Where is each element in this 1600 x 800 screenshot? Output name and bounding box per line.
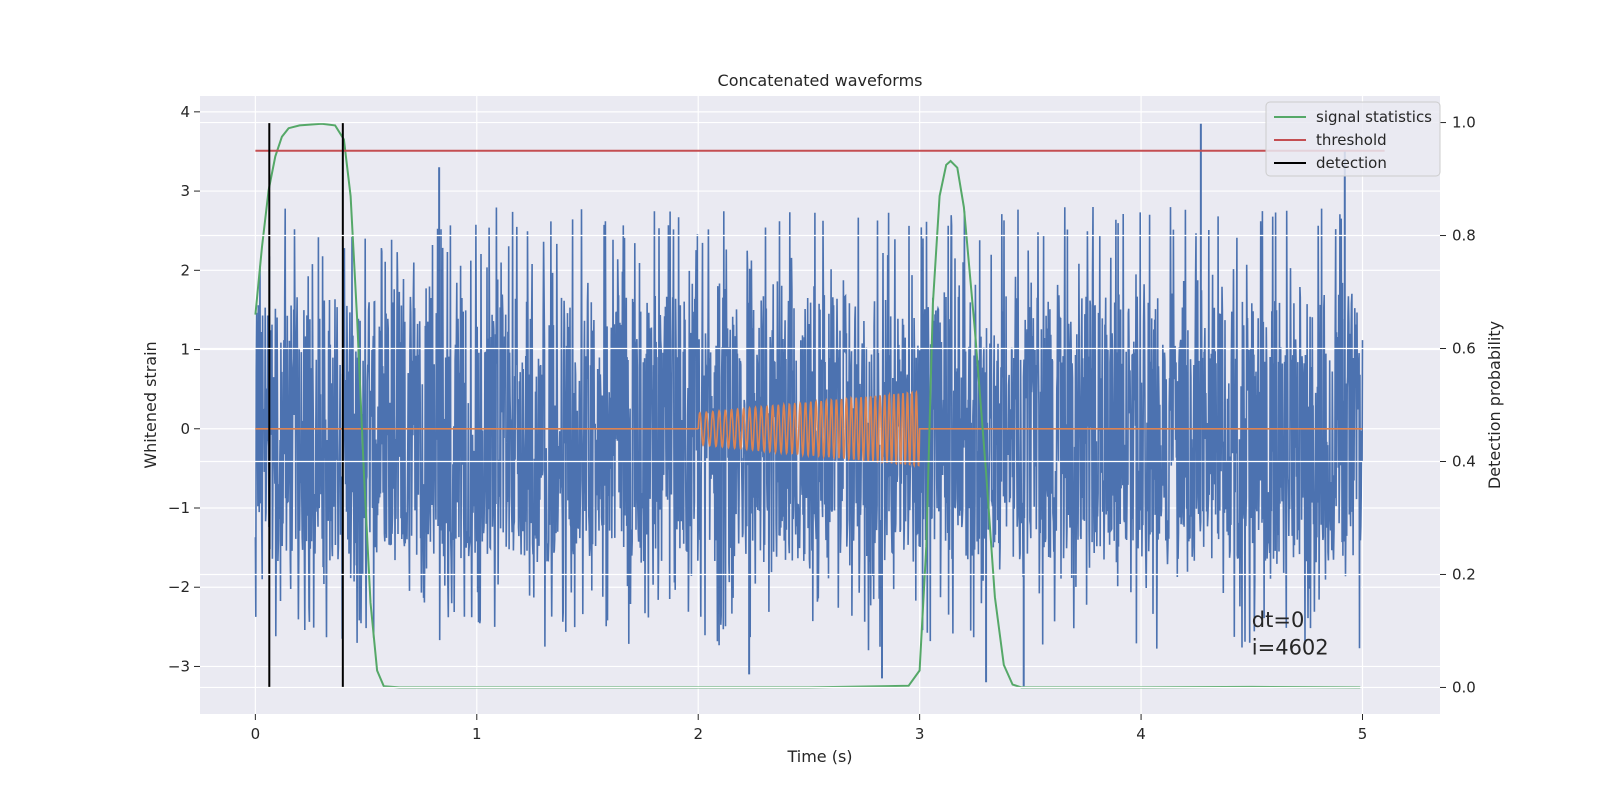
y-tick-label: 2 [180,261,190,279]
legend-box [1265,101,1441,177]
strain-series [254,206,1364,651]
x-axis-label: Time (s) [786,747,852,766]
x-tick-label: 0 [251,725,261,743]
y-axis-ticks: −3 −2 −1 0 1 2 3 4 [168,103,200,675]
x-axis-ticks: 0 1 2 3 4 5 [251,714,1368,743]
y-tick-label: 1 [180,341,190,359]
annotation-i: i=4602 [1252,636,1329,660]
y-tick-label: −3 [168,657,190,675]
right-axis-grid [200,121,1440,689]
x-tick-label: 4 [1136,725,1146,743]
x-tick-label: 1 [472,725,482,743]
y-tick-label: −1 [168,499,190,517]
legend-label-detection: detection [1316,154,1387,172]
right-axis-ticks: 0.0 0.2 0.4 0.6 0.8 1.0 [1440,114,1476,696]
x-tick-label: 2 [693,725,703,743]
right-tick-label: 0.4 [1452,452,1476,470]
right-tick-label: 1.0 [1452,114,1476,132]
y-tick-label: −2 [168,578,190,596]
y-tick-label: 0 [180,420,190,438]
x-tick-label: 5 [1358,725,1368,743]
right-tick-label: 0.0 [1452,678,1476,696]
y-tick-label: 3 [180,182,190,200]
annotation-dt: dt=0 [1252,608,1305,632]
legend-label-threshold: threshold [1316,131,1387,149]
y-tick-label: 4 [180,103,190,121]
injection-series [255,389,1363,469]
right-tick-label: 0.8 [1452,227,1476,245]
right-tick-label: 0.2 [1452,565,1476,583]
legend-label-signal-statistics: signal statistics [1316,108,1432,126]
right-tick-label: 0.6 [1452,340,1476,358]
chart-title: Concatenated waveforms [718,71,923,90]
legend: signal statistics threshold detection [1265,101,1441,177]
y-axis-label: Whitened strain [141,341,160,468]
x-tick-label: 3 [915,725,925,743]
right-axis-label: Detection probability [1485,321,1504,489]
